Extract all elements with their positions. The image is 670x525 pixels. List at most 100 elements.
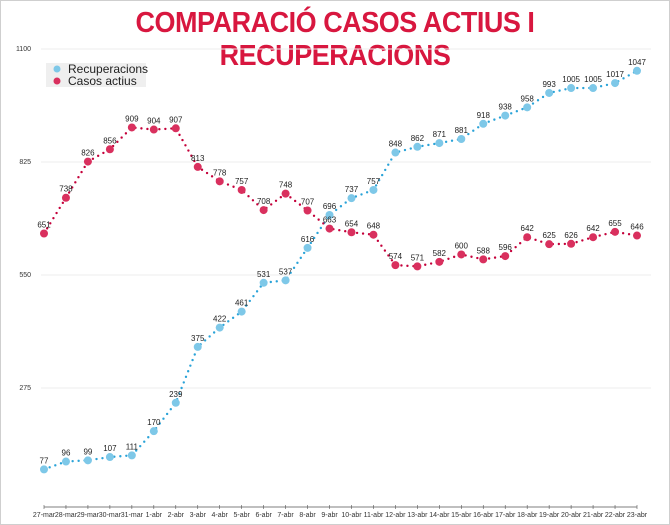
data-point <box>105 453 114 462</box>
data-point <box>435 257 444 266</box>
data-label: 909 <box>125 114 139 123</box>
x-tick-label: 14-abr <box>429 512 450 519</box>
data-point <box>61 193 70 202</box>
data-label: 655 <box>608 219 622 228</box>
data-label: 99 <box>83 447 92 456</box>
data-point <box>83 157 92 166</box>
data-label: 422 <box>213 315 227 324</box>
x-tick-label: 19-abr <box>539 512 560 519</box>
x-tick-label: 17-abr <box>495 512 516 519</box>
data-label: 757 <box>235 177 249 186</box>
data-label: 600 <box>455 241 469 250</box>
data-label: 871 <box>433 130 447 139</box>
data-point <box>61 457 70 466</box>
x-tick-label: 15-abr <box>451 512 472 519</box>
data-point <box>479 119 488 128</box>
x-tick-label: 5-abr <box>233 512 250 519</box>
data-point <box>325 211 334 220</box>
data-label: 708 <box>257 197 271 206</box>
x-tick-label: 16-abr <box>473 512 494 519</box>
data-label: 938 <box>499 103 513 112</box>
data-point <box>237 307 246 316</box>
data-point <box>105 145 114 154</box>
data-label: 239 <box>169 390 183 399</box>
chart-title: COMPARACIÓ CASOS ACTIUS I RECUPERACIONS <box>135 7 535 72</box>
data-point <box>567 84 576 93</box>
legend-box <box>46 63 146 87</box>
legend-marker <box>53 65 61 73</box>
data-label: 862 <box>411 134 425 143</box>
data-label: 651 <box>37 220 51 229</box>
data-point <box>413 262 422 271</box>
data-point <box>479 255 488 264</box>
data-label: 571 <box>411 253 425 262</box>
x-tick-label: 11-abr <box>364 512 384 519</box>
data-label: 918 <box>477 111 491 120</box>
x-tick-label: 10-abr <box>341 512 362 519</box>
data-label: 856 <box>103 136 117 145</box>
data-point <box>149 125 158 134</box>
data-point <box>127 123 136 132</box>
data-label: 707 <box>301 197 315 206</box>
data-point <box>633 231 641 240</box>
x-tick-label: 29-mar <box>77 512 100 519</box>
data-label: 96 <box>62 449 71 458</box>
x-tick-label: 6-abr <box>255 512 272 519</box>
data-point <box>149 427 158 436</box>
x-tick-label: 3-abr <box>190 512 207 519</box>
data-label: 461 <box>235 299 249 308</box>
data-point <box>127 451 136 460</box>
data-point <box>435 139 444 148</box>
x-tick-label: 12-abr <box>385 512 406 519</box>
data-label: 1017 <box>606 70 624 79</box>
y-tick-label: 1100 <box>16 46 31 53</box>
data-label: 111 <box>126 442 139 451</box>
data-point <box>567 239 576 248</box>
data-label: 375 <box>191 334 205 343</box>
data-point <box>523 103 532 112</box>
data-label: 1005 <box>584 75 602 84</box>
x-tick-label: 8-abr <box>299 512 316 519</box>
legend-label: Recuperacions <box>68 62 148 76</box>
data-label: 907 <box>169 115 183 124</box>
data-label: 588 <box>477 246 491 255</box>
data-label: 958 <box>521 94 535 103</box>
data-point <box>171 124 180 133</box>
data-label: 642 <box>586 224 600 233</box>
data-point <box>259 206 268 215</box>
y-tick-label: 275 <box>19 385 31 392</box>
x-tick-label: 2-abr <box>168 512 185 519</box>
data-point <box>589 233 598 242</box>
data-label: 881 <box>455 126 469 135</box>
data-point <box>545 88 554 97</box>
data-point <box>391 148 400 157</box>
data-point <box>523 233 532 242</box>
data-label: 537 <box>279 267 293 276</box>
x-tick-label: 23-abr <box>627 512 648 519</box>
data-label: 625 <box>542 231 556 240</box>
x-tick-label: 22-abr <box>605 512 626 519</box>
x-tick-label: 30-mar <box>99 512 122 519</box>
data-point <box>457 134 466 143</box>
data-point <box>347 194 356 203</box>
data-point <box>281 276 290 285</box>
data-label: 663 <box>323 216 337 225</box>
data-point <box>259 278 268 287</box>
x-tick-label: 7-abr <box>277 512 294 519</box>
data-label: 813 <box>191 154 205 163</box>
data-label: 654 <box>345 219 359 228</box>
data-label: 626 <box>564 231 578 240</box>
legend-label: Casos actius <box>68 74 137 88</box>
data-point <box>501 111 510 120</box>
x-tick-label: 9-abr <box>321 512 338 519</box>
data-label: 642 <box>521 224 535 233</box>
data-point <box>40 465 48 474</box>
data-label: 737 <box>345 185 359 194</box>
data-point <box>391 261 400 270</box>
data-point <box>501 252 510 261</box>
data-point <box>413 142 422 151</box>
data-label: 1005 <box>562 75 580 84</box>
data-point <box>237 185 246 194</box>
data-label: 748 <box>279 181 293 190</box>
